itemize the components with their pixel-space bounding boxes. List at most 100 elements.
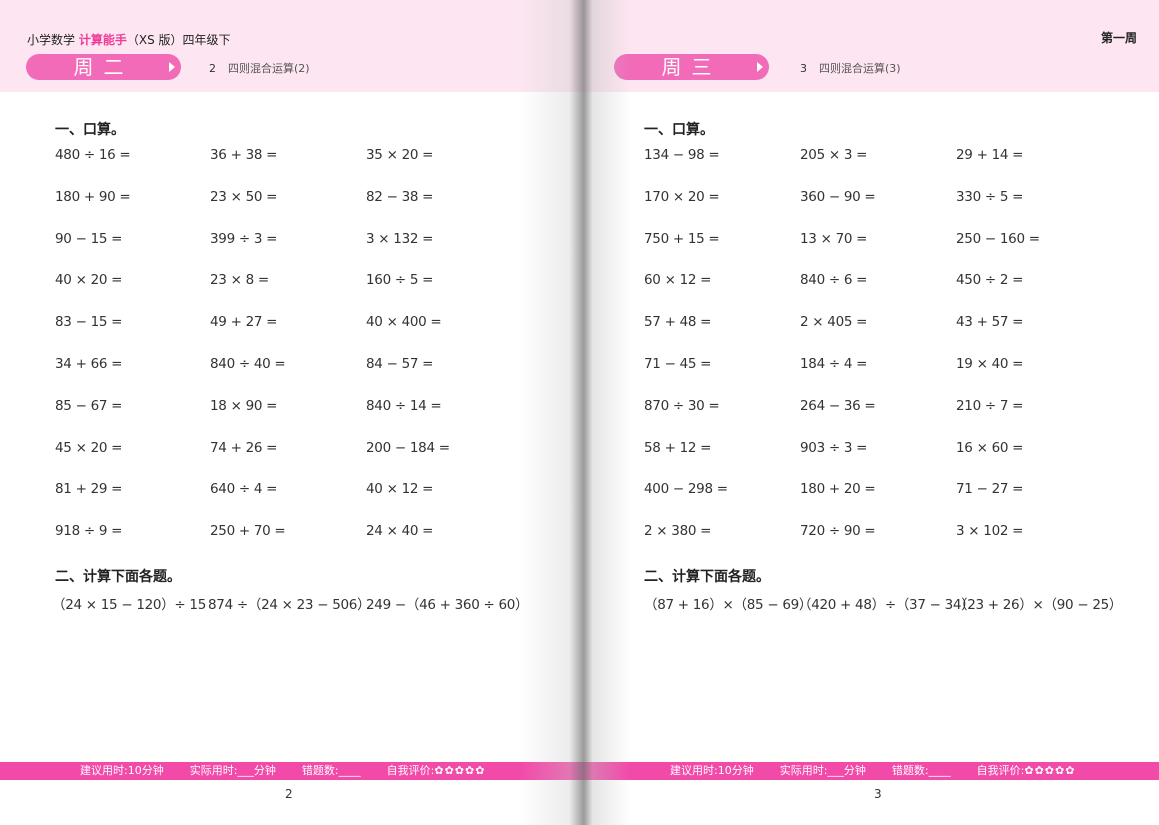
oral-problem: 170 × 20 = xyxy=(644,188,720,205)
flower-rating-icon: ✿✿✿✿✿ xyxy=(434,764,486,777)
calc-problem: （87 + 16）×（85 − 69） xyxy=(644,597,813,613)
oral-problem: 840 ÷ 6 = xyxy=(800,272,868,289)
error-count: 错题数:____ xyxy=(891,764,951,777)
oral-problem: 34 + 66 = xyxy=(55,356,123,372)
week-label: 第一周 xyxy=(1100,31,1137,45)
oral-problem: 45 × 20 = xyxy=(55,439,123,456)
oral-problem: 60 × 12 = xyxy=(644,272,712,289)
oral-problem: 18 × 90 = xyxy=(210,397,278,414)
oral-problem: 840 ÷ 40 = xyxy=(210,356,286,372)
calc-problem: 874 ÷（24 × 23 − 506） xyxy=(208,597,371,613)
oral-problem: 205 × 3 = xyxy=(800,147,868,163)
lesson-number: 3 xyxy=(800,62,807,75)
lesson-title: 四则混合运算(3) xyxy=(819,62,901,75)
lesson-number: 2 xyxy=(209,62,216,75)
book-title: 小学数学 计算能手（XS 版）四年级下 xyxy=(27,31,231,48)
oral-problem: 24 × 40 = xyxy=(366,523,434,540)
lesson-title: 四则混合运算(2) xyxy=(228,62,310,75)
page-number: 3 xyxy=(874,787,882,801)
oral-problem: 640 ÷ 4 = xyxy=(210,481,278,498)
triangle-right-icon xyxy=(757,62,763,72)
suggested-time: 建议用时:10分钟 xyxy=(80,764,164,777)
oral-problem: 720 ÷ 90 = xyxy=(800,523,876,540)
actual-time: 实际用时:___分钟 xyxy=(779,764,866,777)
calc-problem: 249 −（46 + 360 ÷ 60） xyxy=(366,597,529,613)
calc-problem: （420 + 48）÷（37 − 34） xyxy=(798,597,975,613)
oral-problem: 57 + 48 = xyxy=(644,314,712,331)
oral-problem: 74 + 26 = xyxy=(210,439,278,456)
self-evaluation-label: 自我评价: xyxy=(386,764,435,777)
day-badge: 周三 xyxy=(614,54,769,80)
oral-problem: 134 − 98 = xyxy=(644,147,720,163)
oral-problem: 71 − 27 = xyxy=(956,481,1024,498)
oral-problem: 83 − 15 = xyxy=(55,314,123,331)
oral-problem: 49 + 27 = xyxy=(210,314,278,331)
oral-problem: 35 × 20 = xyxy=(366,147,434,163)
oral-problem: 40 × 400 = xyxy=(366,314,442,331)
oral-problem: 71 − 45 = xyxy=(644,356,712,372)
oral-problem: 40 × 12 = xyxy=(366,481,434,498)
oral-problem: 84 − 57 = xyxy=(366,356,434,372)
oral-problem: 918 ÷ 9 = xyxy=(55,523,123,540)
oral-problem: 480 ÷ 16 = xyxy=(55,147,131,163)
oral-problem: 750 + 15 = xyxy=(644,230,720,247)
suggested-time: 建议用时:10分钟 xyxy=(670,764,754,777)
triangle-right-icon xyxy=(169,62,175,72)
section-calc-title: 二、计算下面各题。 xyxy=(644,569,770,585)
calc-problem: （24 × 15 − 120）÷ 15 xyxy=(52,597,206,613)
oral-problem: 29 + 14 = xyxy=(956,147,1024,163)
oral-problem: 200 − 184 = xyxy=(366,439,450,456)
oral-problem: 43 + 57 = xyxy=(956,314,1024,331)
oral-problem: 250 + 70 = xyxy=(210,523,286,540)
day-badge: 周二 xyxy=(26,54,181,80)
section-oral-title: 一、口算。 xyxy=(55,122,125,138)
oral-problem: 450 ÷ 2 = xyxy=(956,272,1024,289)
book-prefix: 小学数学 xyxy=(27,33,76,47)
oral-problem: 40 × 20 = xyxy=(55,272,123,289)
oral-problem: 180 + 20 = xyxy=(800,481,876,498)
lesson-heading: 3 四则混合运算(3) xyxy=(800,60,901,76)
calc-problem: （23 + 26）×（90 − 25） xyxy=(954,597,1123,613)
oral-problem: 23 × 50 = xyxy=(210,188,278,205)
oral-problem: 85 − 67 = xyxy=(55,397,123,414)
error-count: 错题数:____ xyxy=(301,764,361,777)
oral-problem: 2 × 380 = xyxy=(644,523,712,540)
oral-problem: 840 ÷ 14 = xyxy=(366,397,442,414)
oral-problem: 3 × 102 = xyxy=(956,523,1024,540)
oral-problem: 903 ÷ 3 = xyxy=(800,439,868,456)
oral-problem: 399 ÷ 3 = xyxy=(210,230,278,247)
self-evaluation-label: 自我评价: xyxy=(976,764,1025,777)
oral-problem: 870 ÷ 30 = xyxy=(644,397,720,414)
workbook-page-2: 周二 2 四则混合运算(2) 一、口算。 480 ÷ 16 = 36 + 38 = 35 ×… xyxy=(0,0,580,825)
oral-problem: 400 − 298 = xyxy=(644,481,728,498)
workbook-page-3: 周三 3 四则混合运算(3) 一、口算。 134 − 98 = 205 × 3 = 29 +… xyxy=(580,0,1159,825)
oral-problem: 184 ÷ 4 = xyxy=(800,356,868,372)
oral-problem: 36 + 38 = xyxy=(210,147,278,163)
oral-problem: 264 − 36 = xyxy=(800,397,876,414)
footer-bar: 建议用时:10分钟 实际用时:___分钟 错题数:____ 自我评价:✿✿✿✿✿ xyxy=(580,762,1159,780)
oral-problem: 360 − 90 = xyxy=(800,188,876,205)
oral-problem: 82 − 38 = xyxy=(366,188,434,205)
oral-problem: 330 ÷ 5 = xyxy=(956,188,1024,205)
section-oral-title: 一、口算。 xyxy=(644,122,714,138)
oral-problem: 2 × 405 = xyxy=(800,314,868,331)
oral-problem: 3 × 132 = xyxy=(366,230,434,247)
flower-rating-icon: ✿✿✿✿✿ xyxy=(1024,764,1076,777)
oral-problem: 210 ÷ 7 = xyxy=(956,397,1024,414)
oral-problem: 90 − 15 = xyxy=(55,230,123,247)
oral-problem: 13 × 70 = xyxy=(800,230,868,247)
oral-problem: 160 ÷ 5 = xyxy=(366,272,434,289)
oral-problem: 23 × 8 = xyxy=(210,272,269,289)
oral-problem: 16 × 60 = xyxy=(956,439,1024,456)
book-suffix: （XS 版）四年级下 xyxy=(126,33,231,47)
lesson-heading: 2 四则混合运算(2) xyxy=(209,60,310,76)
oral-problem: 81 + 29 = xyxy=(55,481,123,498)
oral-problem: 58 + 12 = xyxy=(644,439,712,456)
oral-problem: 180 + 90 = xyxy=(55,188,131,205)
day-label: 周二 xyxy=(73,55,134,79)
book-brand: 计算能手 xyxy=(78,33,127,47)
oral-problem: 250 − 160 = xyxy=(956,230,1040,247)
book-gutter-shadow xyxy=(520,0,630,825)
section-calc-title: 二、计算下面各题。 xyxy=(55,569,181,585)
page-number: 2 xyxy=(285,787,293,801)
